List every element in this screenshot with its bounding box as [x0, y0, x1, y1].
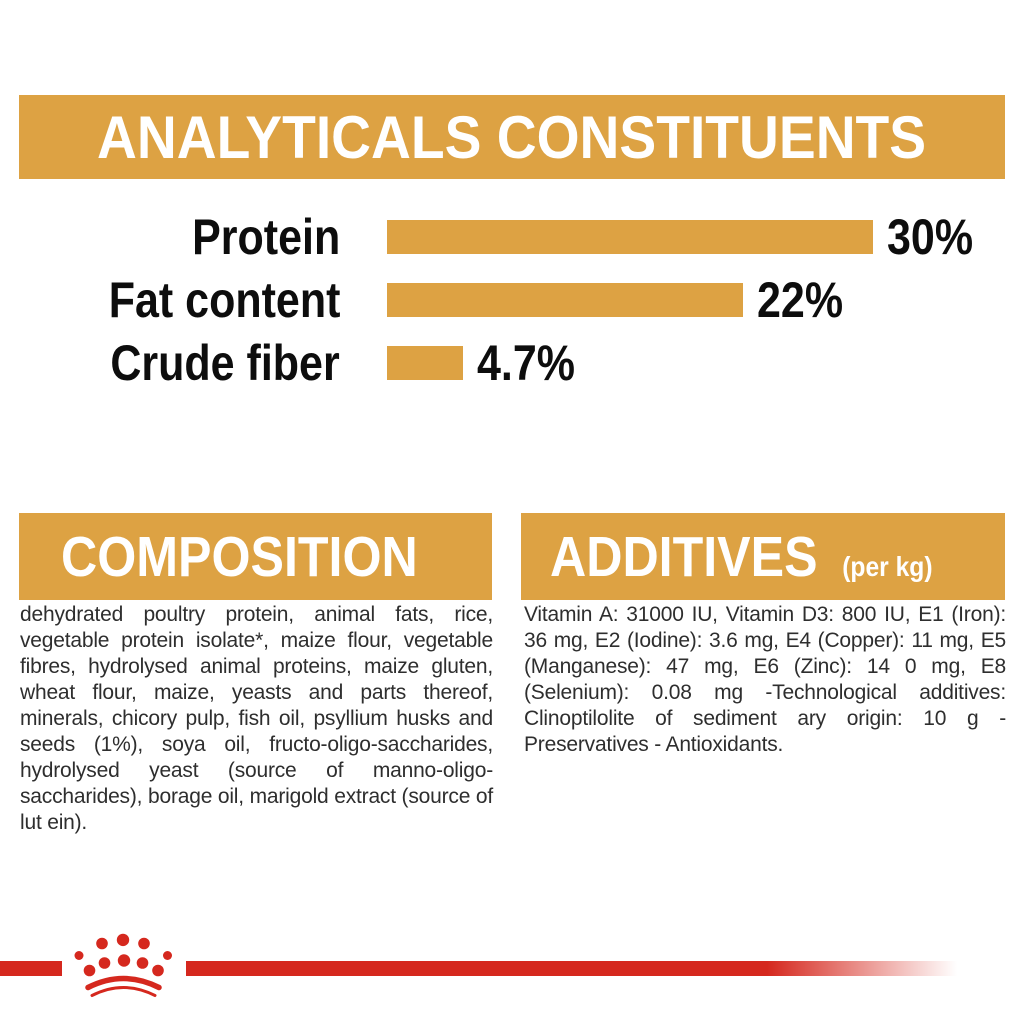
chart-category-label: Protein: [0, 209, 340, 265]
analyticals-title: ANALYTICALS CONSTITUENTS: [97, 103, 927, 171]
chart-value-label: 30%: [887, 209, 987, 265]
additives-banner: ADDITIVES (per kg): [521, 513, 1005, 600]
composition-body: dehydrated poultry protein, animal fats,…: [20, 603, 493, 834]
chart-category-text: Crude fiber: [110, 335, 340, 391]
footer-rule-left-segment: [0, 961, 62, 976]
chart-value-label: 22%: [757, 272, 857, 328]
chart-value-label: 4.7%: [477, 335, 591, 391]
footer-rule-right-segment: [186, 961, 957, 976]
chart-category-text: Fat content: [108, 272, 340, 328]
chart-value-text: 4.7%: [477, 335, 576, 391]
chart-bar: [387, 283, 744, 317]
chart-bar: [387, 220, 873, 254]
composition-heading-wrap: COMPOSITION: [61, 524, 418, 590]
additives-body: Vitamin A: 31000 IU, Vitamin D3: 800 IU,…: [524, 603, 1006, 756]
additives-per-kg-label: (per kg): [842, 550, 933, 582]
chart-value-text: 22%: [757, 272, 844, 328]
additives-heading-wrap: ADDITIVES (per kg): [550, 524, 933, 590]
chart-bar: [387, 346, 464, 380]
chart-value-text: 30%: [887, 209, 974, 265]
composition-title: COMPOSITION: [61, 524, 418, 589]
chart-category-label: Fat content: [0, 272, 340, 328]
analyticals-banner: ANALYTICALS CONSTITUENTS: [19, 95, 1005, 179]
additives-title: ADDITIVES: [550, 524, 818, 589]
composition-banner: COMPOSITION: [19, 513, 492, 600]
chart-category-text: Protein: [191, 209, 340, 265]
chart-category-label: Crude fiber: [0, 335, 340, 391]
royal-canin-crown-icon: [74, 933, 172, 997]
